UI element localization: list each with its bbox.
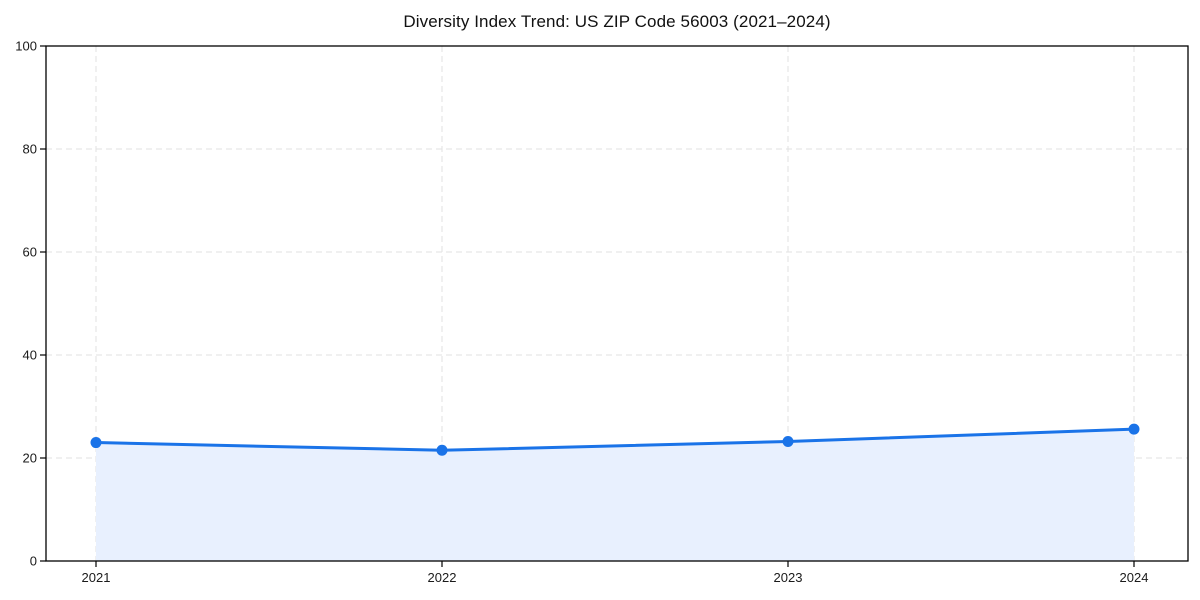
x-tick-label: 2021: [82, 570, 111, 585]
y-tick-label: 100: [15, 39, 37, 54]
y-tick-label: 20: [23, 451, 37, 466]
data-point-marker-2022: [436, 444, 448, 456]
x-tick-label: 2022: [428, 570, 457, 585]
y-tick-label: 60: [23, 245, 37, 260]
area-fill: [96, 429, 1134, 561]
chart-title: Diversity Index Trend: US ZIP Code 56003…: [403, 12, 831, 31]
data-point-marker-2023: [782, 436, 794, 448]
trend-line: [94, 427, 1136, 452]
y-tick-label: 0: [30, 554, 37, 569]
data-point-marker-2024: [1128, 423, 1140, 435]
x-tick-label: 2024: [1120, 570, 1149, 585]
plot-box-spines: [45, 45, 1189, 562]
y-tick-label: 80: [23, 142, 37, 157]
data-point-marker-2021: [90, 437, 102, 449]
y-tick-label: 40: [23, 348, 37, 363]
x-tick-label: 2023: [774, 570, 803, 585]
